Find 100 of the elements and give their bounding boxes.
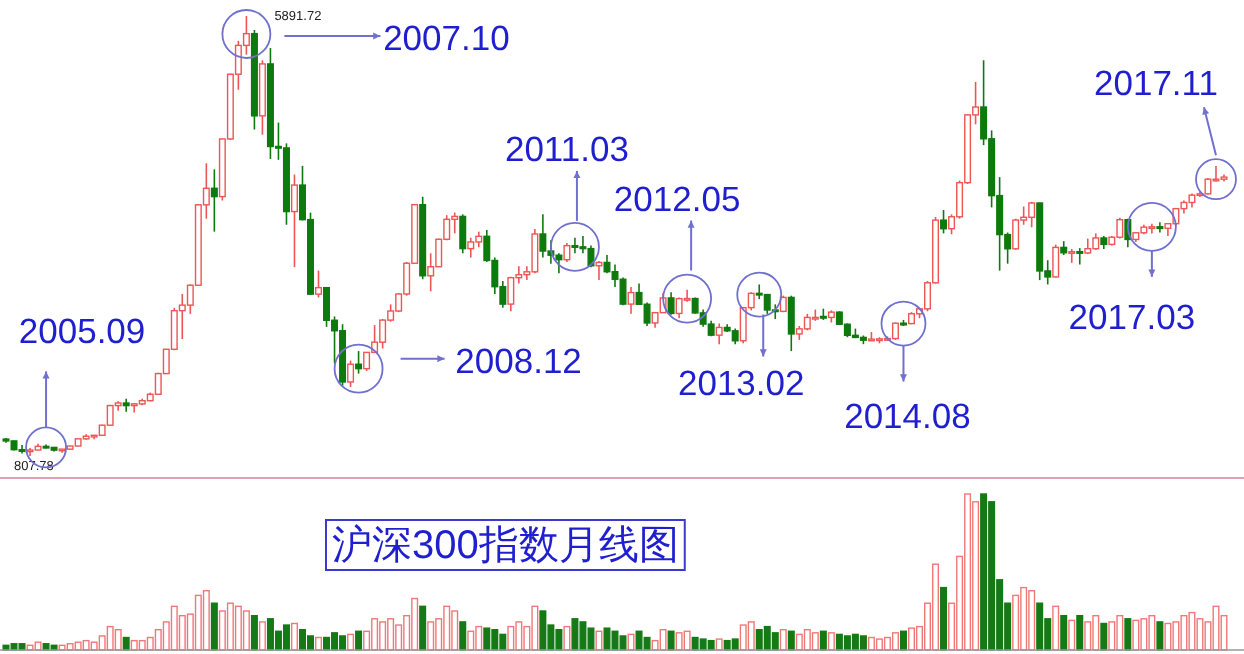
bar — [1036, 602, 1044, 651]
bar — [907, 627, 915, 651]
bar — [266, 618, 274, 651]
bar — [531, 605, 539, 651]
bar — [379, 621, 387, 651]
candlestick — [1116, 217, 1124, 240]
bar — [771, 632, 779, 651]
candlestick — [571, 236, 579, 255]
bar — [411, 597, 419, 651]
bar — [851, 633, 859, 651]
candlestick — [290, 173, 298, 268]
bar — [178, 614, 186, 651]
bar — [739, 624, 747, 651]
bar — [307, 635, 315, 651]
bar — [1180, 614, 1188, 651]
bar — [603, 627, 611, 651]
bar — [371, 618, 379, 651]
bar — [154, 629, 162, 651]
bar — [475, 625, 483, 651]
bar — [202, 590, 210, 651]
bar — [491, 629, 499, 651]
bar — [170, 605, 178, 651]
bar — [1028, 590, 1036, 651]
bar — [114, 629, 122, 651]
bar — [1076, 614, 1084, 651]
bar — [988, 501, 996, 651]
bar — [571, 618, 579, 651]
bar — [218, 610, 226, 651]
bar — [355, 630, 363, 651]
annotation: 2017.03 — [1068, 296, 1196, 337]
bar — [899, 630, 907, 651]
candlestick — [667, 291, 675, 316]
candlestick — [787, 294, 795, 352]
bar — [1116, 614, 1124, 651]
bar — [763, 625, 771, 651]
bar — [875, 638, 883, 651]
bar — [667, 630, 675, 651]
bar — [1188, 611, 1196, 651]
bar — [972, 501, 980, 651]
bar — [451, 610, 459, 651]
bar — [298, 629, 306, 651]
bar — [443, 605, 451, 651]
annotation: 2008.12 — [455, 340, 582, 381]
bar — [1084, 621, 1092, 651]
bar — [811, 632, 819, 651]
bar — [1156, 621, 1164, 651]
bar — [250, 614, 258, 651]
annotation: 2012.05 — [613, 178, 741, 219]
annotation: 2014.08 — [844, 395, 971, 436]
candlestick — [1012, 217, 1020, 251]
bar — [1132, 619, 1140, 651]
annotation: 沪深300指数月线图 — [332, 522, 679, 568]
bar — [290, 622, 298, 651]
bar — [282, 624, 290, 651]
annotation: 2007.10 — [383, 18, 511, 58]
bar — [1140, 618, 1148, 651]
candlestick — [531, 228, 539, 274]
candlestick — [563, 242, 571, 263]
candlestick — [627, 286, 635, 315]
bar — [779, 629, 787, 651]
candlestick — [467, 236, 475, 259]
bar — [1092, 614, 1100, 651]
candlestick — [210, 168, 218, 233]
bar — [891, 632, 899, 651]
bar — [787, 630, 795, 651]
bar — [1196, 618, 1204, 651]
bar — [635, 630, 643, 651]
candlestick — [603, 254, 611, 274]
bar — [1148, 614, 1156, 651]
bar — [106, 625, 114, 651]
bar — [579, 621, 587, 651]
bar — [1164, 622, 1172, 651]
bar — [747, 621, 755, 651]
bar — [731, 638, 739, 651]
candlestick — [675, 296, 683, 319]
annotation: 2013.02 — [677, 362, 805, 403]
candlestick — [715, 322, 723, 345]
candlestick — [1076, 247, 1084, 266]
bar — [659, 629, 667, 651]
bar — [795, 633, 803, 651]
bar — [755, 629, 763, 651]
candlestick — [595, 260, 603, 281]
bar — [539, 610, 547, 651]
candlestick — [130, 402, 138, 414]
candlestick — [539, 213, 547, 259]
bar — [827, 632, 835, 651]
annotation: 2005.09 — [18, 311, 146, 352]
candlestick — [940, 209, 948, 235]
bar — [467, 630, 475, 651]
bar — [595, 630, 603, 651]
bar — [1068, 619, 1076, 651]
bar — [459, 621, 467, 651]
bar — [699, 638, 707, 651]
candlestick — [459, 213, 467, 255]
bar — [347, 633, 355, 651]
bar — [611, 630, 619, 651]
bar — [940, 586, 948, 651]
bar — [843, 635, 851, 651]
bar — [1052, 605, 1060, 651]
bar — [1172, 621, 1180, 651]
